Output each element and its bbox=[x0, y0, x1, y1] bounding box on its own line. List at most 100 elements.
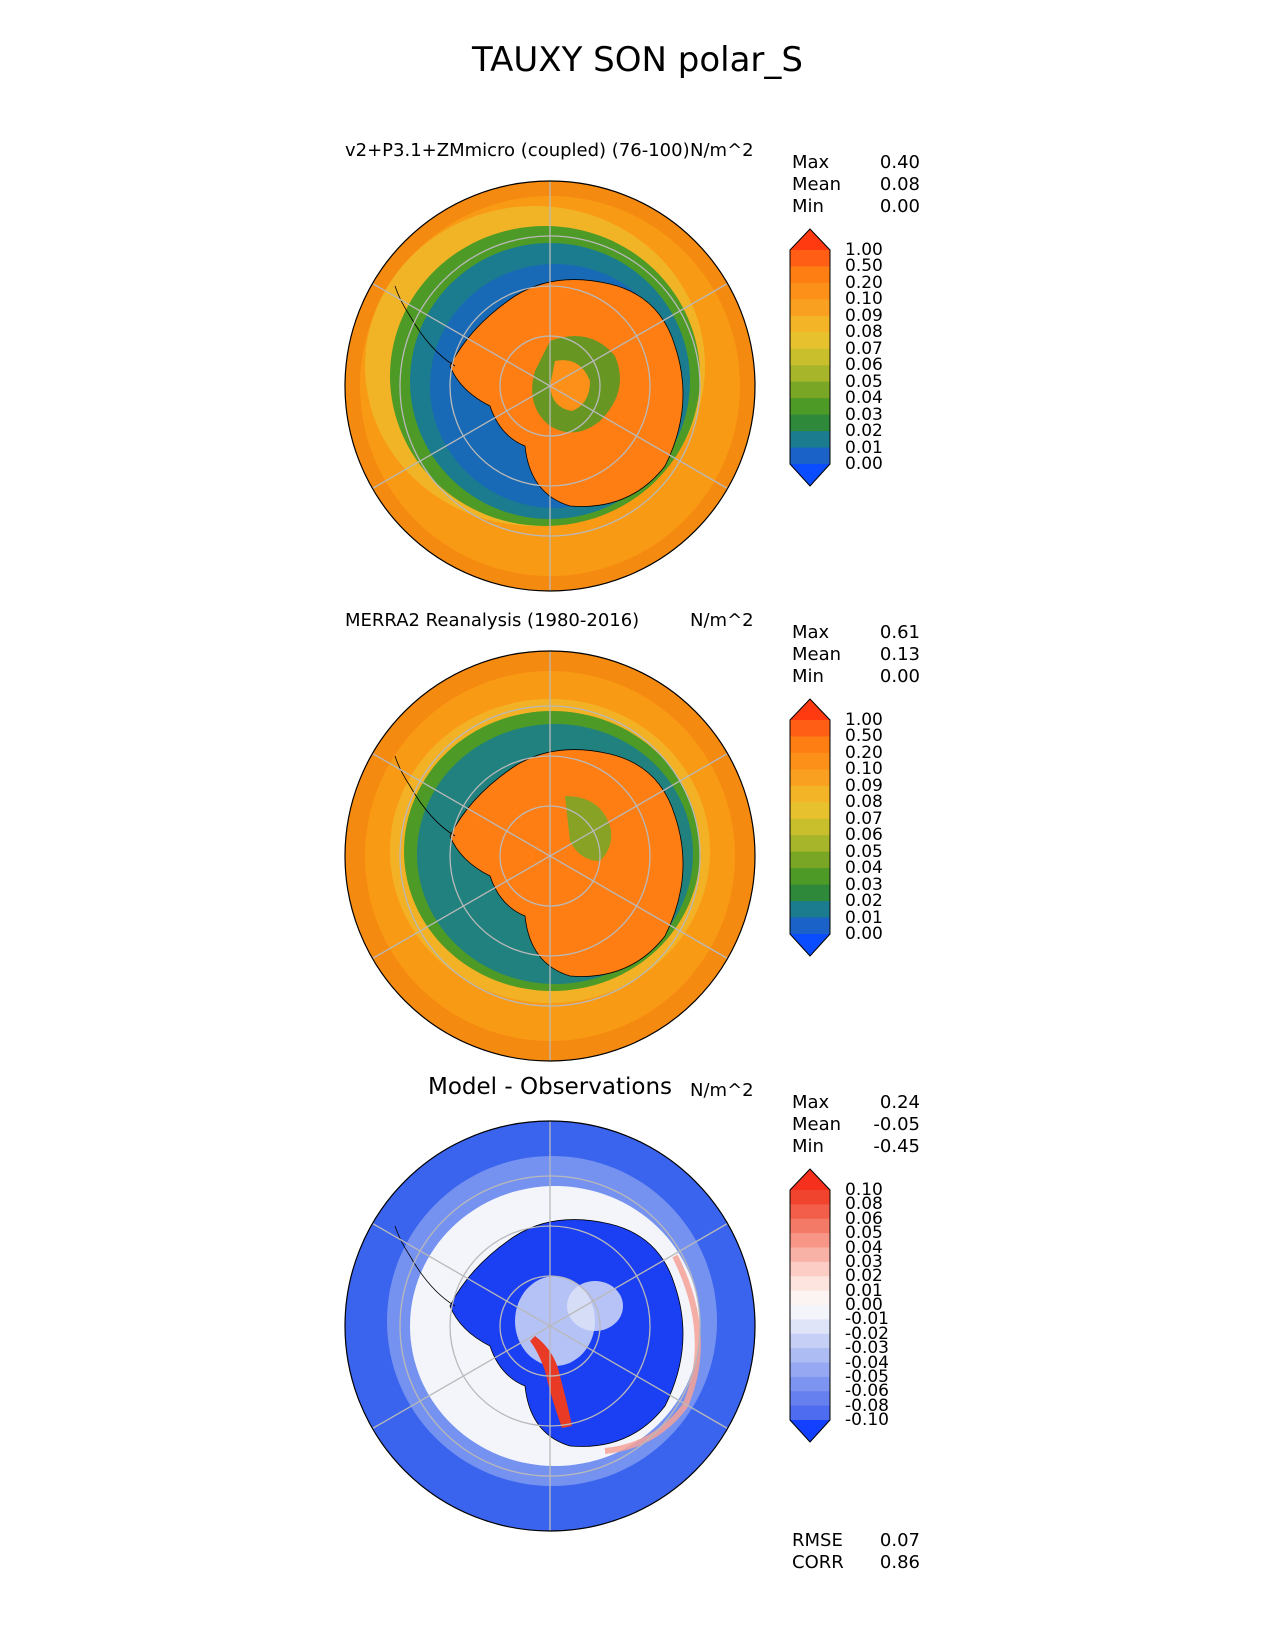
colorbar-tick-label: 0.09 bbox=[845, 775, 883, 796]
colorbar bbox=[789, 698, 831, 957]
colorbar-segment bbox=[790, 1319, 830, 1335]
panel-test: v2+P3.1+ZMmicro (coupled) (76-100) N/m^2… bbox=[0, 128, 1275, 618]
colorbar-outline bbox=[789, 228, 831, 487]
colorbar-outline bbox=[789, 1168, 831, 1443]
colorbar-tick-label: 0.01 bbox=[845, 437, 883, 458]
colorbar-segment bbox=[790, 802, 830, 820]
colorbar-segment bbox=[790, 1190, 830, 1205]
colorbar-segment bbox=[790, 769, 830, 787]
colorbar-segment bbox=[790, 250, 830, 267]
colorbar-tick-label: 0.08 bbox=[845, 792, 883, 813]
polar-map bbox=[344, 650, 756, 1062]
colorbar-tick-label: -0.10 bbox=[845, 1410, 889, 1430]
peninsula-coast bbox=[394, 285, 456, 367]
colorbar-tick-label: 0.00 bbox=[845, 924, 883, 944]
figure-title: TAUXY SON polar_S bbox=[472, 40, 803, 80]
colorbar-tick-label: 0.06 bbox=[845, 1208, 883, 1229]
colorbar-segment bbox=[790, 414, 830, 432]
colorbar-extend-max bbox=[790, 1169, 830, 1190]
stat-label: Min bbox=[792, 196, 824, 217]
stat-label: Min bbox=[792, 666, 824, 687]
stat-value: 0.00 bbox=[879, 666, 920, 687]
metrics-box: RMSE 0.07 CORR 0.86 bbox=[792, 1530, 920, 1574]
colorbar bbox=[789, 228, 831, 487]
coastline bbox=[449, 279, 684, 507]
stat-value: 0.08 bbox=[879, 174, 920, 195]
colorbar-tick-label: 0.02 bbox=[845, 421, 883, 442]
colorbar-segment bbox=[790, 1261, 830, 1277]
polar-map bbox=[344, 1120, 756, 1532]
peninsula-coast bbox=[394, 755, 456, 837]
colorbar-segment bbox=[790, 884, 830, 902]
stat-value: -0.05 bbox=[873, 1114, 920, 1135]
stats-box: Max 0.40 Mean 0.08 Min 0.00 bbox=[792, 152, 920, 218]
colorbar-tick-label: 0.10 bbox=[845, 1180, 883, 1200]
colorbar-segment bbox=[790, 398, 830, 416]
colorbar-tick-label: 0.10 bbox=[845, 289, 883, 310]
colorbar-segment bbox=[790, 1333, 830, 1349]
colorbar-segment bbox=[790, 1362, 830, 1378]
colorbar-tick-label: -0.01 bbox=[845, 1309, 889, 1330]
colorbar-tick-label: -0.05 bbox=[845, 1366, 889, 1387]
colorbar-segment bbox=[790, 917, 830, 935]
colorbar-tick-label: 0.04 bbox=[845, 858, 883, 879]
colorbar-segment bbox=[790, 868, 830, 886]
colorbar-tick-label: -0.04 bbox=[845, 1352, 889, 1373]
colorbar-segment bbox=[790, 1204, 830, 1220]
land-inner-green bbox=[565, 796, 612, 861]
colorbar-tick-label: -0.08 bbox=[845, 1395, 889, 1416]
colorbar-tick-label: 0.07 bbox=[845, 338, 883, 359]
coastline bbox=[449, 1219, 684, 1447]
stats-box: Max 0.61 Mean 0.13 Min 0.00 bbox=[792, 622, 920, 688]
colorbar-tick-label: -0.02 bbox=[845, 1323, 889, 1344]
colorbar-tick-label: 0.10 bbox=[845, 759, 883, 780]
map-boundary bbox=[344, 180, 756, 592]
colorbar-tick-label: 0.06 bbox=[845, 355, 883, 376]
colorbar-tick-label: 0.00 bbox=[845, 1295, 883, 1315]
colorbar-segment bbox=[790, 1247, 830, 1263]
graticule bbox=[372, 651, 728, 1061]
polar-map bbox=[344, 180, 756, 592]
colorbar-tick-label: 0.20 bbox=[845, 272, 883, 293]
colorbar-extend-min bbox=[790, 464, 830, 486]
edge-red-patch bbox=[345, 1224, 352, 1242]
panel-units: N/m^2 bbox=[690, 610, 754, 631]
colorbar-segment bbox=[790, 1348, 830, 1363]
colorbar-tick-label: 0.03 bbox=[845, 874, 883, 895]
stat-value: 0.24 bbox=[879, 1092, 920, 1113]
colorbar-segment bbox=[790, 1305, 830, 1320]
colorbar-tick-label: 0.05 bbox=[845, 371, 883, 392]
colorbar-segment bbox=[790, 365, 830, 383]
stat-value: -0.45 bbox=[873, 1136, 920, 1157]
panel-reference: MERRA2 Reanalysis (1980-2016) N/m^2 Max 0… bbox=[0, 598, 1275, 1088]
colorbar-segment bbox=[790, 431, 830, 449]
panel-title: v2+P3.1+ZMmicro (coupled) (76-100) bbox=[345, 140, 690, 161]
colorbar-extend-max bbox=[790, 229, 830, 250]
panel-units: N/m^2 bbox=[690, 140, 754, 161]
colorbar-segment bbox=[790, 315, 830, 333]
colorbar-tick-label: 0.01 bbox=[845, 1280, 883, 1301]
colorbar-tick-label: 0.09 bbox=[845, 305, 883, 326]
colorbar-tick-label: 0.08 bbox=[845, 322, 883, 343]
colorbar-segment bbox=[790, 1376, 830, 1392]
stat-label: Mean bbox=[792, 174, 842, 195]
colorbar-tick-label: 0.50 bbox=[845, 726, 883, 747]
colorbar-tick-label: -0.03 bbox=[845, 1338, 889, 1359]
colorbar-segment bbox=[790, 447, 830, 465]
panel-title: MERRA2 Reanalysis (1980-2016) bbox=[345, 610, 640, 631]
stat-label: Max bbox=[792, 1092, 830, 1113]
colorbar-extend-min bbox=[790, 1420, 830, 1442]
land-inner-orange bbox=[550, 360, 590, 411]
colorbar-segment bbox=[790, 299, 830, 317]
map-boundary bbox=[344, 1120, 756, 1532]
colorbar-tick-label: 1.00 bbox=[845, 710, 883, 730]
stat-label: Max bbox=[792, 622, 830, 643]
colorbar-tick-label: 0.07 bbox=[845, 808, 883, 829]
colorbar-tick-label: 0.02 bbox=[845, 891, 883, 912]
colorbar-segment bbox=[790, 282, 830, 300]
coastline bbox=[449, 749, 684, 977]
colorbar-tick-label: 0.03 bbox=[845, 404, 883, 425]
metric-value: 0.07 bbox=[879, 1530, 920, 1551]
stat-value: 0.61 bbox=[879, 622, 920, 643]
colorbar-segment bbox=[790, 1405, 830, 1421]
